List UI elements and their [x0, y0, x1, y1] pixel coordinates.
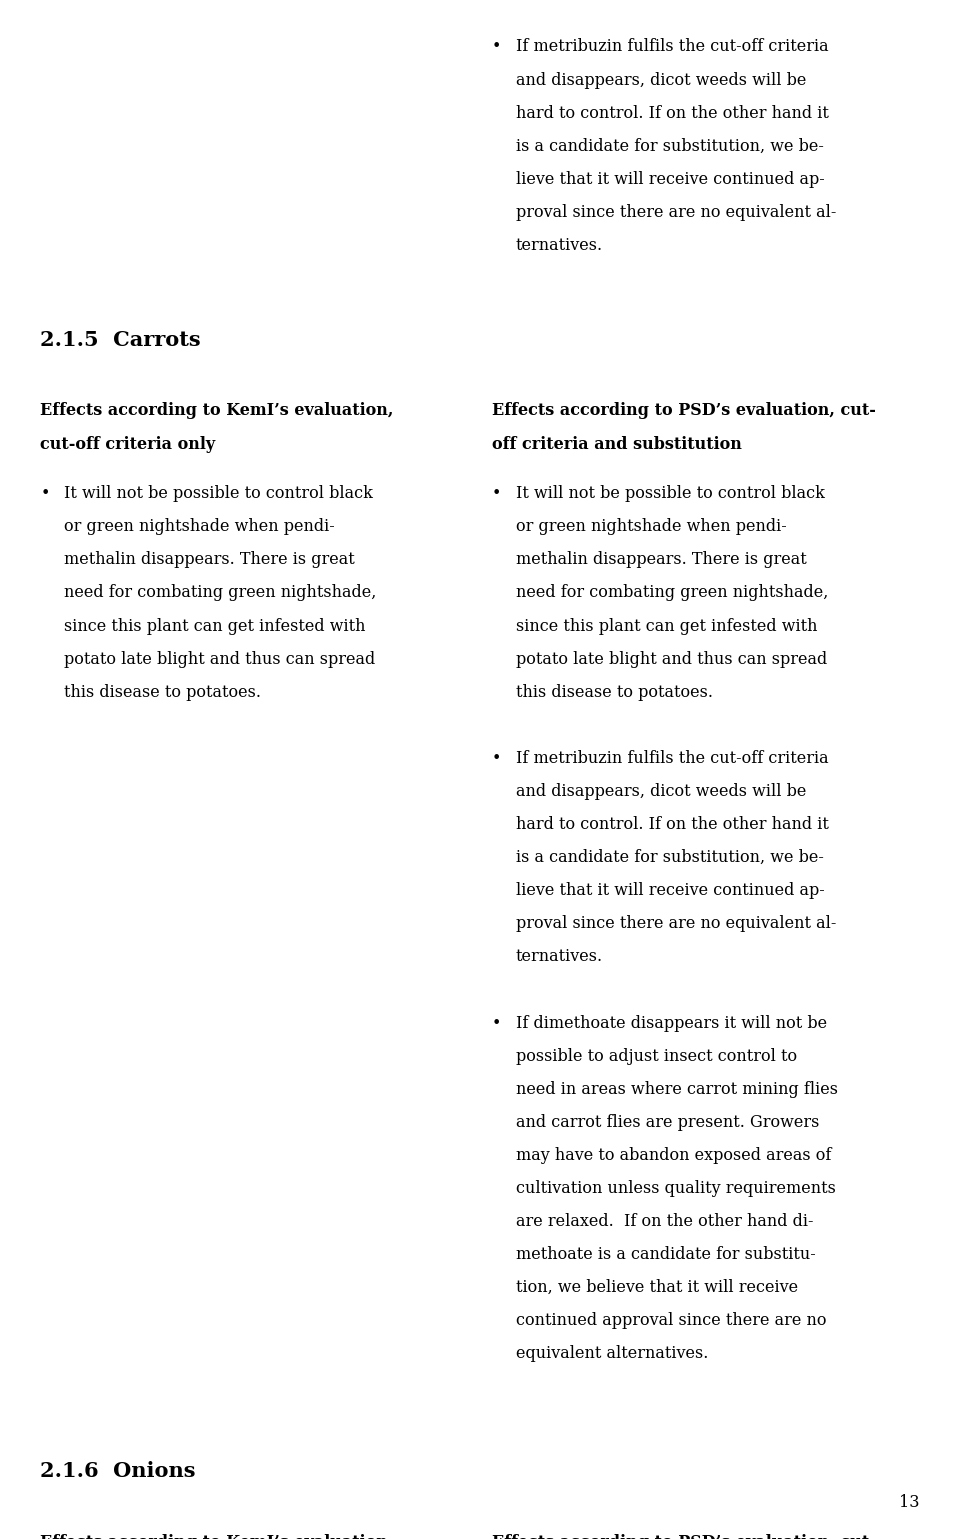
- Text: 13: 13: [900, 1494, 920, 1511]
- Text: are relaxed.  If on the other hand di-: are relaxed. If on the other hand di-: [516, 1213, 813, 1230]
- Text: •: •: [492, 485, 501, 502]
- Text: hard to control. If on the other hand it: hard to control. If on the other hand it: [516, 105, 828, 122]
- Text: proval since there are no equivalent al-: proval since there are no equivalent al-: [516, 916, 836, 933]
- Text: If dimethoate disappears it will not be: If dimethoate disappears it will not be: [516, 1014, 827, 1031]
- Text: and disappears, dicot weeds will be: and disappears, dicot weeds will be: [516, 71, 805, 89]
- Text: Effects according to PSD’s evaluation, cut-: Effects according to PSD’s evaluation, c…: [492, 402, 876, 420]
- Text: cultivation unless quality requirements: cultivation unless quality requirements: [516, 1180, 835, 1197]
- Text: 2.1.6  Onions: 2.1.6 Onions: [40, 1461, 196, 1481]
- Text: methalin disappears. There is great: methalin disappears. There is great: [64, 551, 355, 568]
- Text: off criteria and substitution: off criteria and substitution: [492, 436, 741, 452]
- Text: It will not be possible to control black: It will not be possible to control black: [516, 485, 825, 502]
- Text: If metribuzin fulfils the cut-off criteria: If metribuzin fulfils the cut-off criter…: [516, 38, 828, 55]
- Text: •: •: [492, 749, 501, 766]
- Text: ternatives.: ternatives.: [516, 237, 603, 254]
- Text: Effects according to KemI’s evaluation,: Effects according to KemI’s evaluation,: [40, 1534, 394, 1539]
- Text: cut-off criteria only: cut-off criteria only: [40, 436, 215, 452]
- Text: continued approval since there are no: continued approval since there are no: [516, 1313, 826, 1330]
- Text: since this plant can get infested with: since this plant can get infested with: [516, 617, 817, 634]
- Text: potato late blight and thus can spread: potato late blight and thus can spread: [64, 651, 375, 668]
- Text: this disease to potatoes.: this disease to potatoes.: [64, 683, 261, 700]
- Text: ternatives.: ternatives.: [516, 948, 603, 965]
- Text: and disappears, dicot weeds will be: and disappears, dicot weeds will be: [516, 783, 805, 800]
- Text: need in areas where carrot mining flies: need in areas where carrot mining flies: [516, 1080, 837, 1097]
- Text: need for combating green nightshade,: need for combating green nightshade,: [64, 585, 376, 602]
- Text: may have to abandon exposed areas of: may have to abandon exposed areas of: [516, 1147, 831, 1163]
- Text: lieve that it will receive continued ap-: lieve that it will receive continued ap-: [516, 882, 825, 899]
- Text: lieve that it will receive continued ap-: lieve that it will receive continued ap-: [516, 171, 825, 188]
- Text: 2.1.5  Carrots: 2.1.5 Carrots: [40, 329, 201, 349]
- Text: or green nightshade when pendi-: or green nightshade when pendi-: [64, 519, 335, 536]
- Text: Effects according to KemI’s evaluation,: Effects according to KemI’s evaluation,: [40, 402, 394, 420]
- Text: If metribuzin fulfils the cut-off criteria: If metribuzin fulfils the cut-off criter…: [516, 749, 828, 766]
- Text: is a candidate for substitution, we be-: is a candidate for substitution, we be-: [516, 850, 824, 866]
- Text: hard to control. If on the other hand it: hard to control. If on the other hand it: [516, 816, 828, 833]
- Text: or green nightshade when pendi-: or green nightshade when pendi-: [516, 519, 786, 536]
- Text: •: •: [492, 38, 501, 55]
- Text: methalin disappears. There is great: methalin disappears. There is great: [516, 551, 806, 568]
- Text: since this plant can get infested with: since this plant can get infested with: [64, 617, 366, 634]
- Text: It will not be possible to control black: It will not be possible to control black: [64, 485, 373, 502]
- Text: methoate is a candidate for substitu-: methoate is a candidate for substitu-: [516, 1247, 815, 1264]
- Text: and carrot flies are present. Growers: and carrot flies are present. Growers: [516, 1114, 819, 1131]
- Text: this disease to potatoes.: this disease to potatoes.: [516, 683, 712, 700]
- Text: potato late blight and thus can spread: potato late blight and thus can spread: [516, 651, 827, 668]
- Text: proval since there are no equivalent al-: proval since there are no equivalent al-: [516, 203, 836, 222]
- Text: tion, we believe that it will receive: tion, we believe that it will receive: [516, 1279, 798, 1296]
- Text: equivalent alternatives.: equivalent alternatives.: [516, 1345, 708, 1362]
- Text: is a candidate for substitution, we be-: is a candidate for substitution, we be-: [516, 139, 824, 155]
- Text: •: •: [40, 485, 50, 502]
- Text: Effects according to PSD’s evaluation, cut-: Effects according to PSD’s evaluation, c…: [492, 1534, 876, 1539]
- Text: possible to adjust insect control to: possible to adjust insect control to: [516, 1048, 797, 1065]
- Text: •: •: [492, 1014, 501, 1031]
- Text: need for combating green nightshade,: need for combating green nightshade,: [516, 585, 828, 602]
